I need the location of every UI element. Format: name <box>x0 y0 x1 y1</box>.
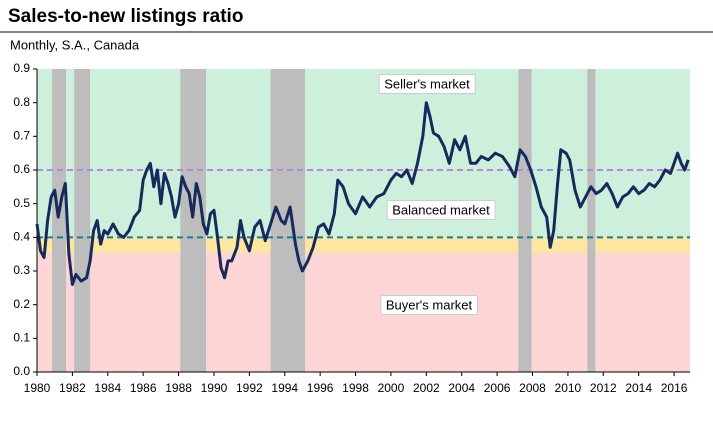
x-tick-label: 1984 <box>94 381 121 395</box>
x-tick-label: 1990 <box>201 381 228 395</box>
x-tick-label: 2002 <box>413 381 440 395</box>
y-tick-label: 0.7 <box>13 129 30 143</box>
shaded-period <box>518 69 532 372</box>
annotation: Seller's market <box>384 76 470 91</box>
y-tick-label: 0.3 <box>13 263 30 277</box>
x-tick-label: 2016 <box>661 381 688 395</box>
y-tick-label: 0.8 <box>13 95 30 109</box>
x-tick-label: 1994 <box>271 381 298 395</box>
x-tick-label: 1986 <box>130 381 157 395</box>
y-tick-label: 0.9 <box>13 61 30 75</box>
shaded-period <box>270 69 306 372</box>
series-line <box>35 101 690 286</box>
x-tick-label: 2006 <box>484 381 511 395</box>
x-tick-label: 1998 <box>342 381 369 395</box>
shaded-period <box>52 69 67 372</box>
x-tick-label: 2008 <box>519 381 546 395</box>
y-tick-label: 0.4 <box>13 230 30 244</box>
x-tick-label: 1982 <box>59 381 86 395</box>
x-tick-label: 2010 <box>555 381 582 395</box>
annotation-box <box>386 199 496 220</box>
chart-title: Sales-to-new listings ratio <box>8 6 243 27</box>
x-tick-label: 2014 <box>625 381 652 395</box>
shaded-period <box>587 69 596 372</box>
x-tick-label: 1988 <box>165 381 192 395</box>
y-tick-label: 0.1 <box>13 331 30 345</box>
chart-subtitle: Monthly, S.A., Canada <box>10 37 140 52</box>
x-tick-label: 1992 <box>236 381 263 395</box>
annotation: Buyer's market <box>386 297 473 312</box>
x-tick-label: 1996 <box>307 381 334 395</box>
shaded-period <box>74 69 91 372</box>
y-tick-label: 0.6 <box>13 162 30 176</box>
y-tick-label: 0.2 <box>13 297 30 311</box>
x-tick-label: 2004 <box>448 381 475 395</box>
zone <box>37 252 690 372</box>
x-tick-label: 2012 <box>590 381 617 395</box>
zone <box>37 69 690 238</box>
y-tick-label: 0.5 <box>13 196 30 210</box>
annotation: Balanced market <box>392 202 490 217</box>
x-tick-label: 2000 <box>378 381 405 395</box>
annotation-box <box>378 73 476 94</box>
annotation-box <box>380 294 479 315</box>
x-tick-label: 1980 <box>24 381 51 395</box>
y-tick-label: 0.0 <box>13 364 30 378</box>
